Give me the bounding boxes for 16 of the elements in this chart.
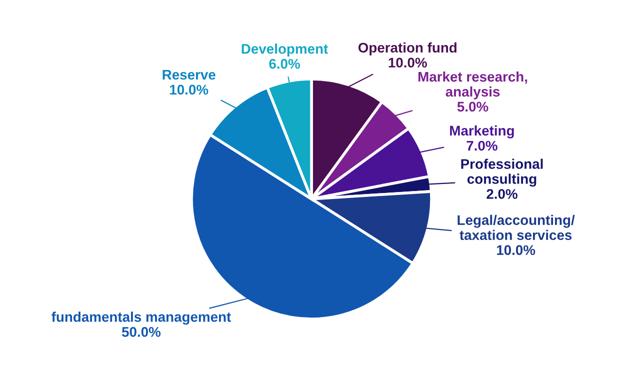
data-label: 10.0%	[496, 245, 536, 255]
data-label: 6.0%	[269, 58, 300, 69]
data-label: 10.0%	[170, 84, 208, 95]
data-label: 7.0%	[466, 140, 498, 151]
slice-label: fundamentals management	[52, 312, 231, 325]
slice-label: Reserve	[162, 70, 216, 80]
slice-label: Operation fund	[358, 42, 456, 56]
data-label: 2.0%	[486, 189, 518, 199]
slice-label: Professional consulting	[461, 158, 543, 187]
slice-label: Development	[242, 44, 328, 57]
data-label: 10.0%	[388, 58, 427, 68]
data-label: 50.0%	[122, 327, 161, 337]
slice-label: Legal/accounting/ taxation services	[458, 214, 575, 240]
slice-label: Market research, analysis	[418, 71, 528, 100]
data-label: 5.0%	[457, 102, 488, 112]
slice-label: Marketing	[450, 125, 514, 138]
